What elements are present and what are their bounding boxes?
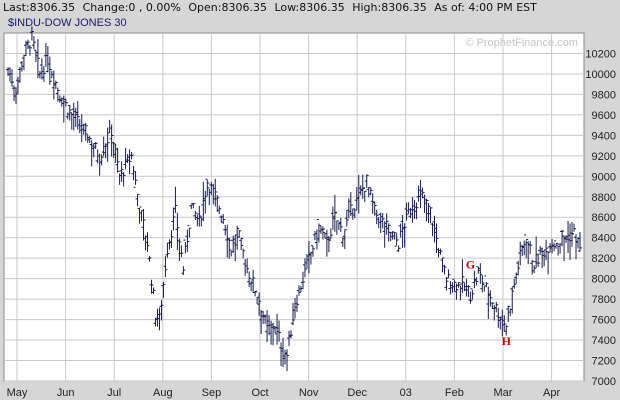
open-price: Open:8306.35 xyxy=(188,1,267,14)
y-tick-label: 9600 xyxy=(592,110,616,122)
y-tick-label: 7000 xyxy=(592,376,616,388)
y-tick-label: 10000 xyxy=(585,69,616,81)
x-tick-label: Feb xyxy=(445,387,464,399)
x-tick-label: 03 xyxy=(400,387,412,399)
y-tick-label: 9400 xyxy=(592,130,616,142)
watermark: © ProphetFinance.com xyxy=(465,37,578,49)
x-tick-label: Apr xyxy=(543,387,560,399)
quote-header: Last:8306.35 Change:0 , 0.00% Open:8306.… xyxy=(3,1,615,15)
last-price: Last:8306.35 xyxy=(3,1,76,14)
high-price: High:8306.35 xyxy=(352,1,427,14)
annotation-h: H xyxy=(502,334,512,348)
x-tick-label: Oct xyxy=(251,387,268,399)
chart-title: $INDU-DOW JONES 30 xyxy=(8,17,127,29)
y-tick-label: 9200 xyxy=(592,151,616,163)
x-tick-label: Nov xyxy=(299,387,319,399)
y-tick-label: 7600 xyxy=(592,315,616,327)
x-tick-label: Jun xyxy=(57,387,75,399)
y-tick-label: 9800 xyxy=(592,89,616,101)
x-tick-label: Dec xyxy=(347,387,367,399)
y-tick-label: 8800 xyxy=(592,192,616,204)
y-tick-label: 8200 xyxy=(592,253,616,265)
y-tick-label: 10200 xyxy=(585,48,616,60)
low-price: Low:8306.35 xyxy=(274,1,345,14)
y-tick-label: 8400 xyxy=(592,233,616,245)
y-tick-label: 8600 xyxy=(592,212,616,224)
y-tick-label: 7200 xyxy=(592,356,616,368)
y-tick-label: 8000 xyxy=(592,274,616,286)
annotation-g: G xyxy=(466,257,475,271)
x-tick-label: Sep xyxy=(202,387,222,399)
as-of-time: As of: 4:00 PM EST xyxy=(434,1,537,14)
change-value: Change:0 , 0.00% xyxy=(82,1,181,14)
x-tick-label: May xyxy=(7,387,28,399)
x-tick-label: Mar xyxy=(494,387,513,399)
y-tick-label: 9000 xyxy=(592,171,616,183)
y-tick-label: 7800 xyxy=(592,294,616,306)
x-tick-label: Aug xyxy=(153,387,173,399)
y-tick-label: 7400 xyxy=(592,335,616,347)
x-tick-label: Jul xyxy=(107,387,121,399)
plot-area xyxy=(3,32,585,382)
